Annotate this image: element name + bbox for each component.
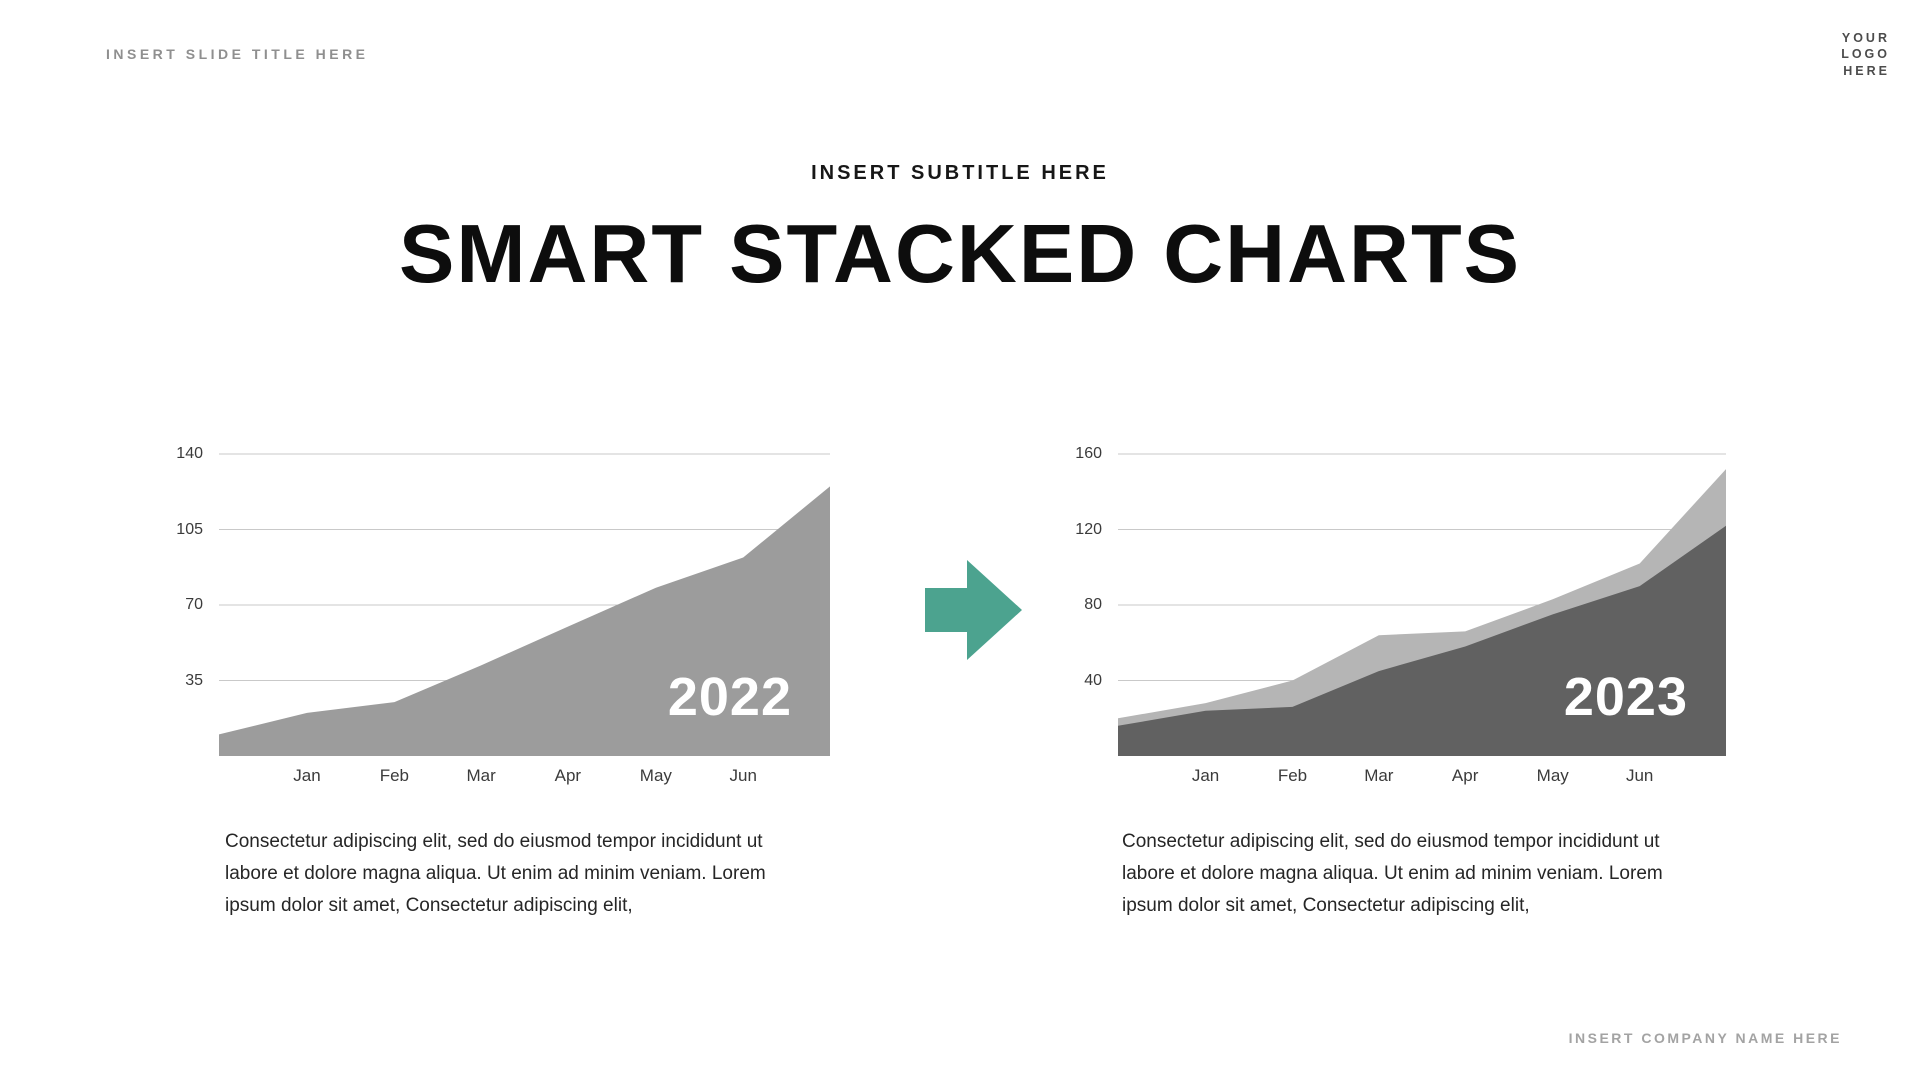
x-axis-tick-label: Apr	[1451, 766, 1479, 785]
x-axis-tick-label: Apr	[554, 766, 582, 785]
y-axis-tick-label: 80	[1084, 596, 1102, 613]
x-axis-tick-label: Jan	[1191, 766, 1220, 785]
year-label-2022: 2022	[667, 667, 792, 727]
y-axis-tick-label: 160	[1075, 445, 1102, 462]
stacked-area-chart-2023: 2023 40 80 120 160 Jan Feb Mar Apr May Jun	[1075, 445, 1726, 785]
x-axis-tick-label: Feb	[379, 766, 409, 785]
year-label-2023: 2023	[1563, 667, 1688, 727]
area-series-2022	[219, 486, 830, 756]
company-name-placeholder: INSERT COMPANY NAME HERE	[1568, 1030, 1842, 1046]
arrow-right-shape	[925, 560, 1022, 660]
logo-line-2: LOGO	[1841, 47, 1890, 62]
page-title: SMART STACKED CHARTS	[398, 207, 1522, 300]
logo-line-3: HERE	[1843, 63, 1890, 78]
subtitle: INSERT SUBTITLE HERE	[811, 162, 1109, 184]
x-axis-tick-label: Feb	[1277, 766, 1308, 785]
area-series-lower	[1118, 525, 1726, 756]
slide-title-placeholder: INSERT SLIDE TITLE HERE	[106, 46, 369, 62]
y-axis-tick-label: 105	[176, 520, 203, 538]
y-axis-tick-label: 70	[185, 596, 203, 613]
area-chart-2022: 2022 35 70 105 140 Jan Feb Mar Apr May Jun	[176, 445, 830, 785]
arrow-right-icon	[925, 560, 1022, 660]
x-axis-tick-label: Jun	[1625, 766, 1654, 785]
logo-placeholder: YOUR LOGO HERE	[1841, 30, 1890, 79]
caption-2023: Consectetur adipiscing elit, sed do eius…	[1122, 831, 1663, 916]
caption-2022: Consectetur adipiscing elit, sed do eius…	[225, 831, 766, 916]
x-axis-tick-label: May	[639, 766, 672, 785]
x-axis-tick-label: May	[1536, 766, 1569, 785]
y-axis-tick-label: 40	[1084, 671, 1102, 689]
x-axis-tick-label: Mar	[466, 766, 496, 785]
y-axis-tick-label: 140	[176, 445, 203, 462]
y-axis-tick-label: 35	[185, 671, 203, 689]
x-axis-tick-label: Jan	[293, 766, 321, 785]
y-axis-tick-label: 120	[1075, 520, 1102, 538]
chart-canvas	[1118, 453, 1726, 756]
x-axis-tick-label: Jun	[729, 766, 757, 785]
logo-line-1: YOUR	[1841, 31, 1890, 45]
x-axis-tick-label: Mar	[1364, 766, 1394, 785]
chart-canvas	[219, 453, 830, 756]
